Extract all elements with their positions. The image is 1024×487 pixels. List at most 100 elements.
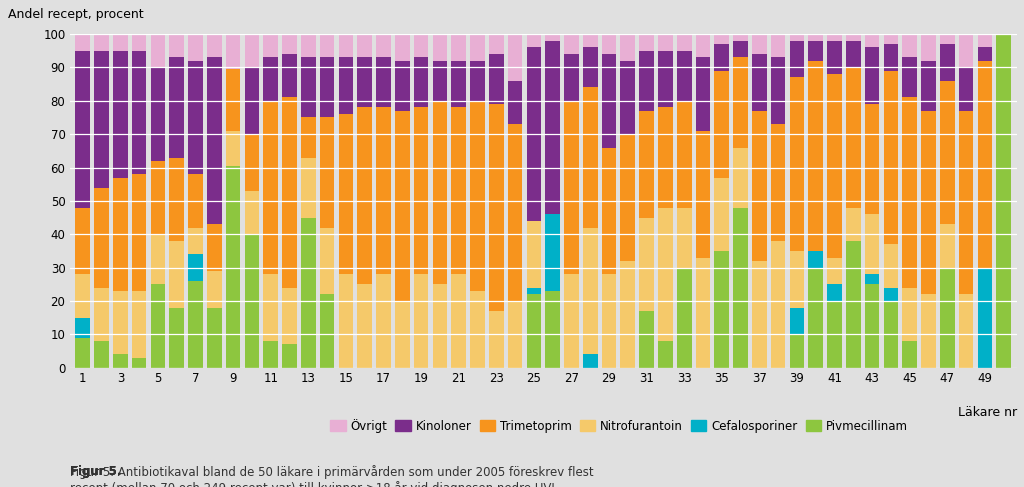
Bar xyxy=(151,234,165,284)
Bar xyxy=(207,34,221,57)
Bar xyxy=(715,44,729,71)
Bar xyxy=(583,47,598,88)
Bar xyxy=(526,34,541,47)
Bar xyxy=(940,34,954,44)
Bar xyxy=(226,166,241,368)
Bar xyxy=(76,207,90,274)
Bar xyxy=(884,301,898,368)
Bar xyxy=(414,108,428,274)
Bar xyxy=(922,34,936,61)
Bar xyxy=(452,34,466,61)
Bar xyxy=(583,34,598,47)
Bar xyxy=(621,261,635,368)
Bar xyxy=(865,34,880,47)
Bar xyxy=(319,117,335,227)
Bar xyxy=(733,41,748,57)
Bar xyxy=(865,274,880,284)
Bar xyxy=(922,61,936,111)
Bar xyxy=(865,214,880,274)
Bar xyxy=(526,221,541,288)
Bar xyxy=(245,34,259,67)
Bar xyxy=(677,101,691,207)
Bar xyxy=(452,274,466,368)
Bar xyxy=(902,288,918,341)
Bar xyxy=(319,34,335,57)
Bar xyxy=(151,284,165,368)
Bar xyxy=(658,341,673,368)
Bar xyxy=(151,34,165,67)
Bar xyxy=(188,34,203,61)
Bar xyxy=(978,47,992,61)
Bar xyxy=(846,34,860,41)
Bar xyxy=(884,44,898,71)
Bar xyxy=(207,308,221,368)
Bar xyxy=(808,267,823,368)
Bar xyxy=(922,294,936,368)
Bar xyxy=(526,294,541,368)
Bar xyxy=(621,134,635,261)
Bar xyxy=(132,174,146,291)
Bar xyxy=(301,157,315,218)
Bar xyxy=(245,191,259,234)
Bar xyxy=(470,101,484,291)
Bar xyxy=(357,57,372,108)
Bar xyxy=(621,61,635,134)
Bar xyxy=(132,34,146,51)
Bar xyxy=(263,57,279,101)
Bar xyxy=(432,284,447,368)
Bar xyxy=(564,274,579,368)
Bar xyxy=(263,34,279,57)
Bar xyxy=(488,311,504,368)
Bar xyxy=(339,57,353,114)
Bar xyxy=(940,267,954,368)
Bar xyxy=(695,258,711,368)
Bar xyxy=(395,301,410,368)
Bar xyxy=(639,218,654,311)
Bar xyxy=(733,207,748,368)
Bar xyxy=(94,51,109,187)
Bar xyxy=(357,34,372,57)
Bar xyxy=(395,34,410,61)
Bar xyxy=(169,157,184,241)
Bar xyxy=(339,34,353,57)
Bar xyxy=(827,301,842,368)
Bar xyxy=(132,51,146,174)
Bar xyxy=(508,301,522,368)
Bar xyxy=(677,51,691,101)
Bar xyxy=(357,108,372,284)
Bar xyxy=(715,251,729,368)
Bar xyxy=(357,284,372,368)
Bar xyxy=(733,57,748,148)
Bar xyxy=(470,291,484,368)
Bar xyxy=(546,214,560,291)
Bar xyxy=(715,34,729,44)
Bar xyxy=(376,274,391,368)
Bar xyxy=(771,34,785,57)
Bar xyxy=(546,41,560,214)
Bar xyxy=(639,111,654,218)
Bar xyxy=(940,81,954,224)
Bar xyxy=(526,288,541,294)
Bar xyxy=(808,61,823,251)
Bar xyxy=(695,57,711,131)
Text: Figur 5. Antibiotikaval bland de 50 läkare i primärvården som under 2005 föreskr: Figur 5. Antibiotikaval bland de 50 läka… xyxy=(70,465,593,487)
Bar xyxy=(602,54,616,148)
Bar xyxy=(790,334,804,368)
Bar xyxy=(188,254,203,281)
Bar xyxy=(733,34,748,41)
Bar xyxy=(940,44,954,81)
Bar xyxy=(790,34,804,41)
Bar xyxy=(658,51,673,108)
Bar xyxy=(715,178,729,251)
Bar xyxy=(376,108,391,274)
Bar xyxy=(301,34,315,57)
Bar xyxy=(902,34,918,57)
Bar xyxy=(564,101,579,274)
Bar xyxy=(884,71,898,244)
Bar xyxy=(414,57,428,108)
Bar xyxy=(470,61,484,101)
Bar xyxy=(319,227,335,294)
Bar xyxy=(865,284,880,368)
Bar xyxy=(76,274,90,318)
Bar xyxy=(188,281,203,368)
